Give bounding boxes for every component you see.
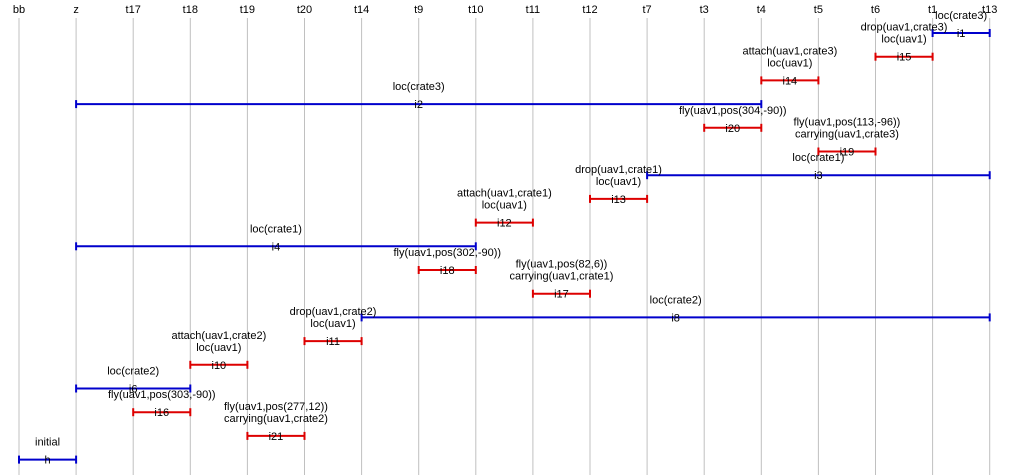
interval-id: i3 (814, 170, 823, 182)
interval-label: loc(crate2) (650, 294, 702, 306)
interval-label: fly(uav1,pos(303,-90)) (108, 389, 216, 401)
interval-label: carrying(uav1,crate1) (509, 271, 613, 283)
interval-label: loc(uav1) (596, 176, 641, 188)
interval-label: fly(uav1,pos(304,-90)) (679, 105, 787, 117)
interval-i3: loc(crate1) i3 (646, 152, 991, 182)
interval-label: loc(crate1) (792, 152, 844, 164)
interval-label: loc(crate3) (393, 81, 445, 93)
interval-id: i13 (611, 194, 626, 206)
interval-label: loc(crate3) (935, 10, 987, 22)
interval-i13: drop(uav1,crate1)loc(uav1) i13 (575, 164, 662, 206)
interval-label: drop(uav1,crate1) (575, 164, 662, 176)
interval-id: i21 (269, 431, 284, 443)
column-header-t13: t13 (982, 4, 997, 16)
interval-id: h (44, 455, 50, 467)
interval-i17: fly(uav1,pos(82,6))carrying(uav1,crate1)… (509, 259, 613, 301)
interval-id: i10 (212, 360, 227, 372)
interval-bars: loc(crate3)i1drop(uav1,crate3)loc(uav1)i… (18, 10, 991, 467)
interval-id: i11 (326, 336, 340, 348)
column-header-t14: t14 (354, 4, 369, 16)
interval-i21: fly(uav1,pos(277,12))carrying(uav1,crate… (224, 401, 328, 443)
interval-id: i15 (897, 52, 912, 64)
interval-h: initial h (18, 437, 78, 467)
column-header-t10: t10 (468, 4, 483, 16)
interval-label: attach(uav1,crate3) (742, 45, 837, 57)
interval-id: i4 (272, 241, 281, 253)
interval-i15: drop(uav1,crate3)loc(uav1) i15 (861, 22, 948, 64)
interval-id: i19 (840, 147, 855, 159)
interval-i11: drop(uav1,crate2)loc(uav1) i11 (290, 306, 377, 348)
interval-i10: attach(uav1,crate2)loc(uav1) i10 (171, 330, 266, 372)
interval-label: loc(crate2) (107, 366, 159, 378)
interval-id: i16 (154, 407, 169, 419)
interval-id: i18 (440, 265, 455, 277)
interval-id: i20 (725, 123, 740, 135)
interval-label: carrying(uav1,crate3) (795, 129, 899, 141)
interval-label: carrying(uav1,crate2) (224, 413, 328, 425)
column-header-t20: t20 (297, 4, 312, 16)
interval-label: loc(crate1) (250, 223, 302, 235)
interval-i12: attach(uav1,crate1)loc(uav1) i12 (457, 188, 552, 230)
interval-label: drop(uav1,crate3) (861, 22, 948, 34)
interval-i14: attach(uav1,crate3)loc(uav1) i14 (742, 45, 837, 87)
interval-i1: loc(crate3) i1 (931, 10, 991, 40)
interval-i8: loc(crate2) i8 (360, 294, 991, 324)
column-header-t7: t7 (643, 4, 652, 16)
interval-i2: loc(crate3) i2 (75, 81, 763, 111)
interval-id: i12 (497, 218, 512, 230)
interval-id: i1 (957, 28, 966, 40)
interval-id: i8 (671, 312, 680, 324)
interval-id: i14 (783, 75, 798, 87)
column-header-t17: t17 (126, 4, 141, 16)
interval-label: drop(uav1,crate2) (290, 306, 377, 318)
interval-label: loc(uav1) (767, 57, 812, 69)
grid-lines (18, 18, 991, 475)
column-header-t1: t1 (928, 4, 937, 16)
column-header-t12: t12 (582, 4, 597, 16)
interval-label: fly(uav1,pos(302,-90)) (393, 247, 501, 259)
interval-label: fly(uav1,pos(82,6)) (516, 259, 608, 271)
interval-label: loc(uav1) (881, 34, 926, 46)
column-header-t3: t3 (700, 4, 709, 16)
interval-i18: fly(uav1,pos(302,-90)) i18 (393, 247, 501, 277)
interval-i16: fly(uav1,pos(303,-90)) i16 (108, 389, 216, 419)
interval-id: i17 (554, 289, 569, 301)
interval-i20: fly(uav1,pos(304,-90)) i20 (679, 105, 787, 135)
column-header-t9: t9 (414, 4, 423, 16)
column-header-t6: t6 (871, 4, 880, 16)
interval-id: i6 (129, 384, 138, 396)
column-header-bb: bb (13, 4, 25, 16)
column-header-t4: t4 (757, 4, 766, 16)
interval-label: loc(uav1) (310, 318, 355, 330)
interval-label: fly(uav1,pos(277,12)) (224, 401, 328, 413)
interval-label: attach(uav1,crate2) (171, 330, 266, 342)
column-headers: bb z t17 t18 t19 t20 t14 t9 t10 t11 t12 t7 t3 t4 t5 t6 t… (13, 4, 997, 16)
interval-label: fly(uav1,pos(113,-96)) (794, 117, 901, 129)
interval-i19: fly(uav1,pos(113,-96))carrying(uav1,crat… (794, 117, 901, 159)
interval-label: loc(uav1) (196, 342, 241, 354)
column-header-t11: t11 (526, 4, 540, 16)
interval-label: loc(uav1) (482, 200, 527, 212)
interval-label: initial (35, 437, 60, 449)
column-header-t5: t5 (814, 4, 823, 16)
column-header-t19: t19 (240, 4, 255, 16)
interval-i4: loc(crate1) i4 (75, 223, 477, 253)
interval-label: attach(uav1,crate1) (457, 188, 552, 200)
column-header-t18: t18 (183, 4, 198, 16)
interval-id: i2 (414, 99, 423, 111)
column-header-z: z (73, 4, 79, 16)
interval-i6: loc(crate2) i6 (75, 366, 192, 396)
